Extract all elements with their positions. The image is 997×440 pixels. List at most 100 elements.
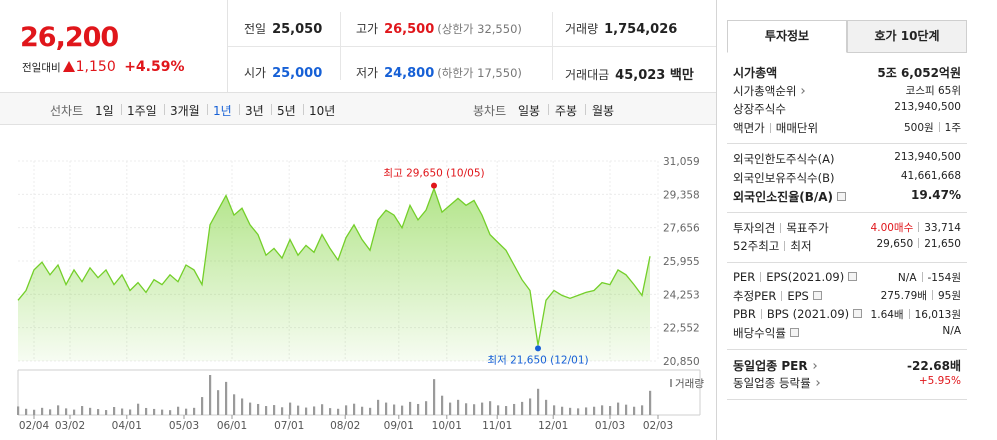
help-icon[interactable] <box>848 271 858 281</box>
period-tab[interactable]: 5년 <box>277 104 296 118</box>
info-value: 19.47% <box>911 188 961 202</box>
info-row: 액면가 매매단위 500원 1주 <box>733 119 961 138</box>
x-tick-label: 05/03 <box>169 420 199 432</box>
help-icon[interactable] <box>789 328 799 337</box>
summary-cell: 거래량 1,754,026 <box>565 20 677 37</box>
volume-bar <box>73 409 76 415</box>
price-area <box>18 188 650 361</box>
more-arrow[interactable] <box>799 87 806 94</box>
volume-bar <box>385 402 388 415</box>
volume-bar <box>473 404 476 415</box>
info-label: PBR BPS (2021.09) <box>733 307 863 321</box>
x-tick-label: 04/01 <box>112 420 142 432</box>
chart-panel: 26,200 전일대비 1,150 +4.59% 전일 25,050 고가 26,500… <box>0 0 717 440</box>
volume-bar <box>201 397 204 415</box>
volume-bar <box>257 403 260 415</box>
summary-label: 전일 <box>244 22 267 36</box>
summary-label: 저가 <box>356 66 379 80</box>
more-arrow[interactable] <box>813 380 820 386</box>
value-part: 5조 6,052억원 <box>877 66 961 80</box>
volume-bar <box>193 407 196 415</box>
period-tab[interactable]: 3년 <box>245 104 264 118</box>
volume-bar <box>177 406 180 415</box>
chart-tabs: 선차트 1일 1주일 3개월 1년 3년 5년 10년 봉차트 일봉 주봉 월봉 <box>0 92 716 125</box>
tab-group-label: 봉차트 <box>473 104 507 118</box>
candle-tab[interactable]: 월봉 <box>592 104 615 118</box>
separator <box>908 308 910 319</box>
help-icon[interactable] <box>853 308 863 318</box>
info-value: 275.79배 95원 <box>881 288 961 303</box>
label-part: EPS(2021.09) <box>766 269 845 284</box>
info-label: 시가총액 <box>733 64 777 81</box>
label-part: 시가총액순위 <box>733 83 797 98</box>
summary-table: 전일 25,050 고가 26,500 (상한가 32,550) 거래량 1,754,026… <box>228 0 716 92</box>
period-tab[interactable]: 1년 <box>213 104 232 118</box>
volume-bar <box>649 390 652 415</box>
summary-value: 1,754,026 <box>604 22 678 37</box>
volume-bar <box>505 406 508 415</box>
price-box: 26,200 전일대비 1,150 +4.59% <box>0 0 228 92</box>
help-icon[interactable] <box>837 192 847 201</box>
value-part: 213,940,500 <box>894 101 961 113</box>
label-part: 배당수익률 <box>733 326 786 340</box>
help-icon[interactable] <box>812 291 822 300</box>
y-tick-label: 25,955 <box>663 256 700 268</box>
volume-bar <box>225 381 228 415</box>
summary-label: 고가 <box>356 22 379 36</box>
volume-bar <box>57 405 60 415</box>
label-part: 매매단위 <box>775 120 819 135</box>
period-tab[interactable]: 1일 <box>95 104 114 118</box>
value-part: 41,661,668 <box>900 169 961 182</box>
info-tab[interactable]: 호가 10단계 <box>847 20 967 53</box>
info-row: 상장주식수 213,940,500 <box>733 100 961 119</box>
volume-bar <box>601 405 604 415</box>
summary-label: 거래대금 <box>565 68 610 82</box>
x-tick-label: 02/03 <box>643 420 673 432</box>
candle-tab[interactable]: 일봉 <box>518 104 541 118</box>
value-part: -22.68배 <box>907 358 961 373</box>
volume-bar <box>113 407 116 415</box>
volume-bar <box>265 406 268 415</box>
info-row: 52주최고 최저 29,650 21,650 <box>733 237 961 256</box>
summary-label: 시가 <box>244 66 267 80</box>
volume-bar <box>97 409 100 415</box>
info-value: +5.95% <box>919 375 961 387</box>
label-part: 추정PER <box>733 289 777 303</box>
separator <box>784 241 786 251</box>
period-tab[interactable]: 3개월 <box>170 104 200 118</box>
info-tab[interactable]: 투자정보 <box>727 20 847 53</box>
summary-label: 거래량 <box>565 22 599 36</box>
divider <box>340 12 341 80</box>
separator <box>938 121 940 132</box>
value-part: 33,714 <box>924 221 961 234</box>
period-tab[interactable]: 1주일 <box>127 104 157 118</box>
value-part: 21,650 <box>924 238 961 250</box>
volume-bar <box>633 406 636 415</box>
volume-bar <box>585 407 588 415</box>
separator <box>921 271 923 282</box>
y-tick-label: 27,656 <box>663 223 700 235</box>
info-value: 4.00매수 33,714 <box>871 220 961 235</box>
tab-sep <box>548 104 549 115</box>
price-line <box>17 186 651 346</box>
candle-tab[interactable]: 주봉 <box>555 104 578 118</box>
period-tab[interactable]: 10년 <box>309 104 336 118</box>
more-arrow[interactable] <box>810 362 817 369</box>
volume-bar <box>577 408 580 415</box>
volume-bar <box>345 405 348 415</box>
volume-bar <box>289 402 292 415</box>
label-part: 동일업종 PER <box>733 358 808 373</box>
volume-bar <box>593 406 596 415</box>
label-part: EPS <box>787 289 809 303</box>
volume-bar <box>121 408 124 415</box>
info-row: 배당수익률 N/A <box>733 324 961 343</box>
change-label: 전일대비 <box>22 62 61 74</box>
volume-bar <box>233 394 236 415</box>
tab-sep <box>585 104 586 115</box>
info-row: 시가총액 5조 6,052억원 <box>733 63 961 82</box>
volume-bar <box>145 407 148 415</box>
value-part: 코스피 65위 <box>905 84 961 97</box>
label-part: 외국인보유주식수(B) <box>733 170 835 185</box>
tab-sep <box>164 104 165 115</box>
